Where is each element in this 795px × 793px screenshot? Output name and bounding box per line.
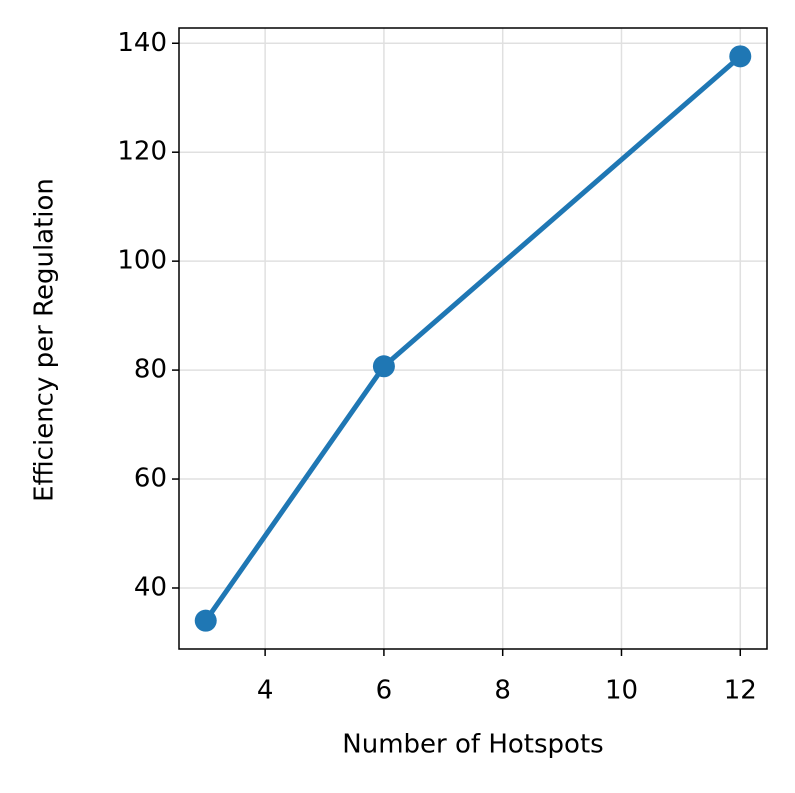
marker: [729, 45, 752, 68]
x-tick-label: 6: [376, 676, 393, 706]
x-tick-label: 8: [494, 676, 511, 706]
x-axis-label: Number of Hotspots: [342, 730, 603, 760]
y-tick-label: 60: [134, 464, 167, 494]
x-tick-label: 4: [257, 676, 274, 706]
marker: [194, 609, 217, 632]
x-tick-label: 12: [724, 676, 757, 706]
line: [203, 54, 742, 623]
y-tick-label: 140: [117, 28, 167, 58]
plot-frame: [178, 27, 768, 650]
y-tick-label: 120: [117, 137, 167, 167]
y-axis-label: Efficiency per Regulation: [30, 178, 60, 502]
y-tick-label: 80: [134, 355, 167, 385]
y-tick-label: 100: [117, 246, 167, 276]
y-tick-label: 40: [134, 572, 167, 602]
marker: [372, 355, 395, 378]
x-tick-label: 10: [605, 676, 638, 706]
